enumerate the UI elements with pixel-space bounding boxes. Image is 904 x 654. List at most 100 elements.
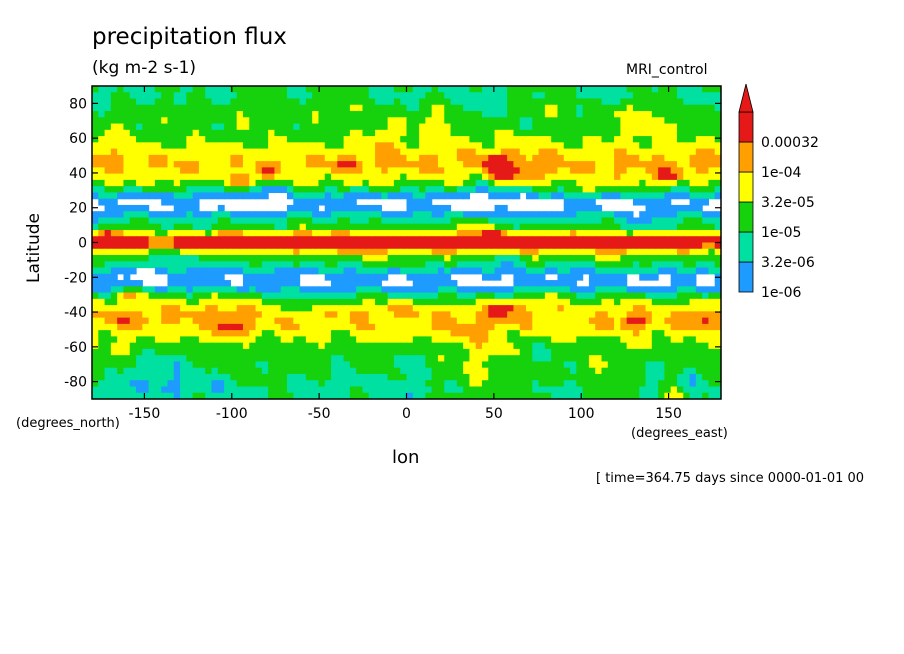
field-cell	[293, 386, 301, 394]
field-cell	[249, 192, 257, 200]
field-cell	[192, 342, 200, 350]
field-cell	[198, 367, 206, 375]
field-cell	[702, 292, 710, 300]
field-cell	[538, 229, 546, 237]
field-cell	[632, 92, 640, 100]
field-cell	[324, 323, 332, 331]
field-cell	[532, 323, 540, 331]
field-cell	[557, 386, 565, 394]
field-cell	[595, 255, 603, 262]
field-cell	[192, 311, 200, 319]
field-cell	[639, 255, 647, 262]
field-cell	[211, 92, 219, 100]
field-cell	[563, 286, 571, 294]
field-cell	[645, 92, 653, 100]
field-cell	[255, 373, 263, 381]
field-cell	[362, 261, 370, 269]
field-cell	[299, 292, 307, 300]
field-cell	[714, 192, 721, 200]
field-cell	[500, 305, 508, 312]
field-cell	[708, 330, 716, 337]
field-cell	[387, 217, 395, 225]
field-cell	[595, 292, 603, 300]
field-cell	[261, 361, 269, 369]
field-cell	[261, 173, 269, 181]
field-cell	[337, 330, 345, 337]
field-cell	[173, 161, 181, 168]
field-cell	[626, 361, 634, 369]
field-cell	[286, 242, 294, 250]
field-cell	[626, 217, 634, 225]
field-cell	[154, 348, 162, 356]
field-cell	[708, 311, 716, 319]
field-cell	[305, 223, 313, 231]
field-cell	[211, 373, 219, 381]
field-cell	[626, 305, 634, 312]
field-cell	[683, 273, 691, 281]
field-cell	[356, 261, 364, 269]
field-cell	[387, 142, 395, 150]
field-cell	[205, 386, 213, 394]
field-cell	[337, 280, 345, 287]
field-cell	[481, 186, 489, 194]
field-cell	[444, 267, 452, 275]
field-cell	[494, 367, 502, 375]
field-cell	[551, 361, 559, 369]
field-cell	[513, 161, 521, 168]
field-cell	[576, 111, 584, 118]
field-cell	[702, 167, 710, 175]
field-cell	[607, 179, 615, 187]
field-cell	[343, 280, 351, 287]
field-cell	[425, 255, 433, 262]
field-cell	[475, 380, 483, 388]
field-cell	[205, 217, 213, 225]
field-cell	[412, 111, 420, 118]
field-cell	[92, 392, 99, 399]
field-cell	[450, 305, 458, 312]
field-cell	[136, 392, 143, 399]
field-cell	[607, 292, 615, 300]
field-cell	[651, 242, 659, 250]
field-cell	[305, 298, 313, 306]
field-cell	[431, 317, 439, 325]
field-cell	[381, 111, 389, 118]
field-cell	[412, 267, 420, 275]
field-cell	[544, 255, 552, 262]
field-cell	[412, 186, 420, 194]
field-cell	[695, 123, 703, 131]
field-cell	[98, 167, 106, 175]
field-cell	[117, 217, 125, 225]
field-cell	[299, 211, 307, 219]
field-cell	[544, 286, 552, 294]
field-cell	[683, 104, 691, 112]
field-cell	[286, 317, 294, 325]
field-cell	[123, 330, 131, 337]
field-cell	[664, 323, 672, 331]
field-cell	[117, 86, 125, 93]
field-cell	[614, 298, 621, 306]
field-cell	[406, 255, 414, 262]
field-cell	[393, 217, 401, 225]
field-cell	[230, 361, 238, 369]
field-cell	[595, 217, 603, 225]
field-cell	[268, 386, 276, 394]
field-cell	[532, 129, 540, 137]
field-cell	[488, 336, 496, 344]
field-cell	[664, 142, 672, 150]
field-cell	[582, 261, 590, 269]
field-cell	[242, 311, 250, 319]
field-cell	[551, 367, 559, 375]
field-cell	[664, 255, 672, 262]
field-cell	[570, 136, 577, 143]
field-cell	[230, 148, 238, 156]
field-cell	[695, 373, 703, 381]
field-cell	[293, 161, 301, 168]
field-cell	[702, 217, 710, 225]
field-cell	[507, 367, 515, 375]
field-cell	[507, 104, 515, 112]
field-cell	[230, 330, 238, 337]
field-cell	[570, 223, 577, 231]
field-cell	[695, 355, 703, 363]
field-cell	[582, 179, 590, 187]
field-cell	[224, 342, 231, 350]
